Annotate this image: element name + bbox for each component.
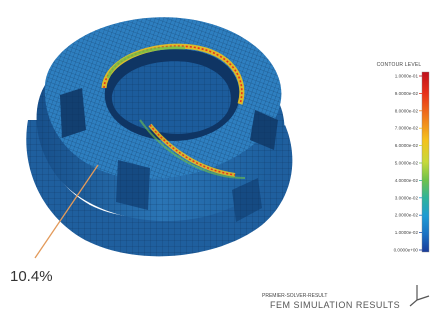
legend-level-label: 0.0000e+00 <box>394 248 419 253</box>
legend-title: CONTOUR LEVEL <box>376 62 422 68</box>
legend-level-label: 9.0000e-02 <box>395 91 419 96</box>
footer-caption: FEM SIMULATION RESULTS <box>270 300 401 310</box>
legend-ticks: 1.0000e-01 9.0000e-02 8.0000e-02 7.0000e-02… <box>394 74 422 253</box>
legend-level-label: 1.0000e-02 <box>395 230 419 235</box>
ring-model <box>26 17 293 257</box>
axis-triad-icon <box>409 285 430 307</box>
legend-color-bar <box>421 71 430 253</box>
contour-legend: 1.0000e-01 9.0000e-02 8.0000e-02 7.0000e-02… <box>394 71 430 253</box>
legend-level-label: 3.0000e-02 <box>395 195 419 200</box>
callout-percentage: 10.4% <box>10 268 53 285</box>
callout-leader-line <box>34 164 99 259</box>
legend-level-label: 2.0000e-02 <box>395 213 419 218</box>
legend-level-label: 5.0000e-02 <box>395 161 419 166</box>
legend-level-label: 8.0000e-02 <box>395 108 419 113</box>
legend-level-label: 7.0000e-02 <box>395 126 419 131</box>
legend-level-label: 1.0000e-01 <box>395 74 419 79</box>
legend-level-label: 4.0000e-02 <box>395 178 419 183</box>
legend-level-label: 6.0000e-02 <box>395 143 419 148</box>
footer-solver-label: PREMIER-SOLVER-RESULT <box>262 293 328 299</box>
